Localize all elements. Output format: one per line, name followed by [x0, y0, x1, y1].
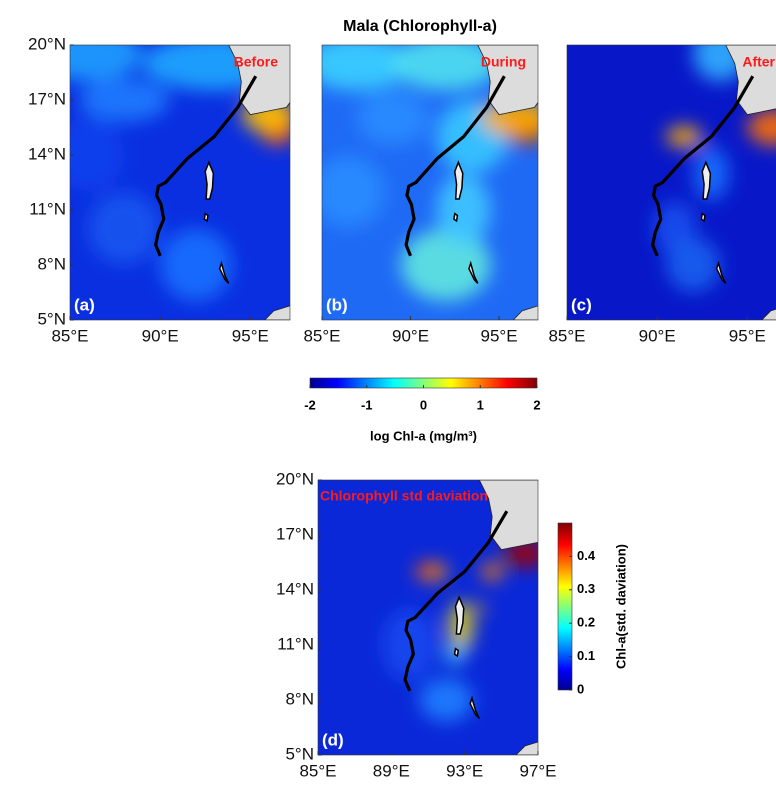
colorbar-tick-label: 2 — [533, 397, 540, 412]
field — [382, 538, 538, 722]
island — [204, 160, 215, 200]
x-tick-label: 95°E — [232, 326, 269, 345]
frame — [317, 479, 539, 756]
map — [318, 480, 538, 755]
island — [701, 160, 712, 200]
field — [653, 45, 776, 292]
island — [218, 260, 230, 284]
field-patch — [400, 229, 491, 301]
map — [322, 45, 538, 320]
field-patch — [70, 45, 143, 82]
y-tick-label: 8°N — [285, 689, 314, 708]
panel-annotation: Before — [234, 54, 279, 70]
land — [515, 741, 538, 755]
x-tick-label: 95°E — [481, 326, 518, 345]
frame — [321, 44, 539, 321]
field-patch — [481, 562, 503, 581]
land — [264, 305, 290, 320]
field-patch — [473, 602, 485, 614]
panel-label: (c) — [571, 295, 592, 314]
x-tick-label: 89°E — [373, 761, 410, 780]
island — [203, 212, 209, 223]
map — [70, 45, 290, 320]
x-tick-label: 90°E — [392, 326, 429, 345]
land — [512, 305, 538, 320]
y-tick-label: 14°N — [28, 144, 66, 163]
x-tick-label: 85°E — [299, 761, 336, 780]
cyclone-track — [651, 75, 755, 257]
frame — [69, 44, 291, 321]
colorbar-tick-label: 0.2 — [577, 615, 595, 630]
x-tick-label: 90°E — [142, 326, 179, 345]
field-patch — [666, 125, 703, 148]
field-patch — [693, 146, 730, 201]
field-patch — [322, 155, 385, 228]
field-patch — [436, 174, 491, 246]
cyclone-track — [403, 510, 509, 692]
island — [453, 647, 460, 658]
x-tick-label: 85°E — [548, 326, 585, 345]
field-patch — [70, 119, 125, 191]
field-patch — [747, 109, 776, 146]
field-patch — [666, 238, 721, 292]
island — [469, 695, 481, 719]
figure-title: Mala (Chlorophyll-a) — [343, 18, 497, 35]
field-patch — [417, 564, 436, 576]
colorbar — [557, 522, 573, 691]
y-tick-label: 20°N — [276, 469, 314, 488]
colorbar-tick-label: 0.1 — [577, 648, 595, 663]
cyclone-track — [154, 75, 258, 257]
map — [567, 45, 776, 320]
y-tick-label: 20°N — [28, 34, 66, 53]
x-tick-label: 85°E — [51, 326, 88, 345]
field-patch — [160, 229, 233, 301]
x-tick-label: 90°E — [639, 326, 676, 345]
panel-label: (d) — [322, 730, 344, 749]
island — [454, 160, 464, 200]
x-tick-label: 85°E — [303, 326, 340, 345]
field-patch — [356, 91, 429, 146]
panel-annotation: After — [742, 54, 775, 70]
field-patch — [79, 78, 170, 122]
x-tick-label: 93°E — [446, 761, 483, 780]
colorbar-tick-label: 0 — [577, 681, 584, 696]
colorbar-tick-label: 0 — [420, 397, 427, 412]
island — [700, 212, 706, 223]
colorbar-tick-label: 1 — [477, 397, 484, 412]
colorbar-tick-label: 0.4 — [577, 548, 596, 563]
y-tick-label: 11°N — [29, 199, 66, 218]
field-patch — [391, 45, 500, 91]
y-tick-label: 17°N — [276, 524, 314, 543]
y-tick-label: 5°N — [285, 744, 314, 763]
x-tick-label: 97°E — [519, 761, 556, 780]
panel-label: (a) — [74, 295, 95, 314]
panel-annotation: Chlorophyll std daviation — [320, 488, 488, 504]
y-tick-label: 17°N — [28, 89, 66, 108]
y-tick-label: 8°N — [37, 254, 66, 273]
field-patch — [88, 192, 161, 265]
colorbar-tick-label: -1 — [361, 397, 373, 412]
colorbar-label: log Chl-a (mg/m³) — [370, 428, 477, 443]
island — [468, 260, 479, 284]
field-patch — [382, 609, 437, 681]
land — [761, 308, 776, 320]
frame — [566, 44, 776, 321]
colorbar-tick-label: -2 — [304, 397, 316, 412]
cyclone-track — [404, 75, 506, 257]
x-tick-label: 95°E — [729, 326, 766, 345]
panel-label: (b) — [326, 295, 348, 314]
colorbar-label: Chl-a(std. daviation) — [613, 544, 628, 669]
field — [322, 45, 538, 301]
y-tick-label: 11°N — [277, 634, 314, 653]
y-tick-label: 5°N — [37, 309, 66, 328]
panel-annotation: During — [481, 54, 526, 70]
field-patch — [322, 45, 412, 91]
island — [453, 212, 459, 223]
colorbar-tick-label: 0.3 — [577, 581, 595, 596]
y-tick-label: 14°N — [276, 579, 314, 598]
field-patch — [419, 678, 474, 722]
island — [715, 260, 727, 284]
island — [454, 595, 465, 635]
